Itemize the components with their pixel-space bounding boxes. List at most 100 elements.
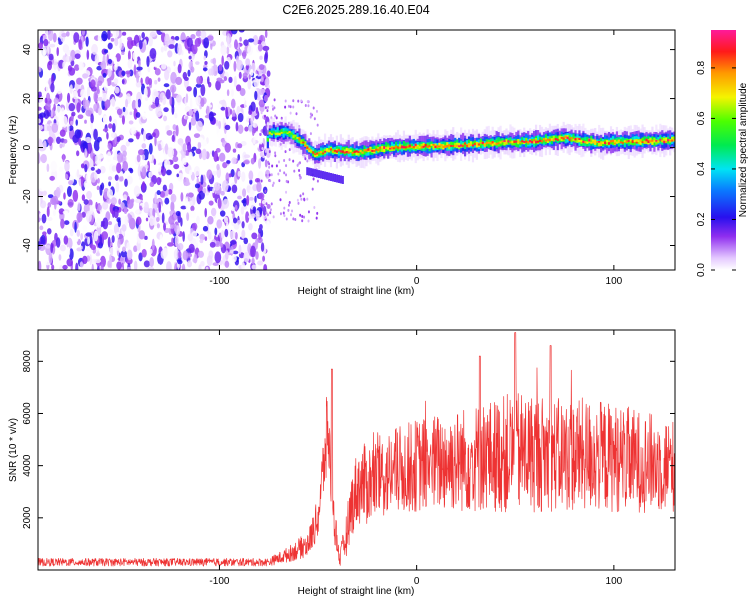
ridge-cell [434, 145, 437, 149]
noise-blob [81, 194, 86, 202]
noise-blob [225, 106, 229, 118]
noise-blob [307, 104, 310, 108]
noise-blob [247, 44, 254, 56]
noise-blob [111, 165, 118, 172]
noise-blob [168, 44, 175, 49]
spectrogram-y-ticks: -40 -20 0 20 40 [22, 44, 675, 253]
ridge-cell [323, 150, 327, 153]
noise-blob [74, 53, 81, 60]
noise-blob [195, 110, 200, 122]
noise-blob [160, 46, 164, 53]
noise-blob [250, 101, 256, 112]
noise-blob [226, 46, 230, 55]
noise-blob [196, 120, 203, 132]
noise-blob [62, 153, 65, 163]
noise-blob [270, 202, 273, 206]
ridge-cell [469, 144, 473, 147]
ridge-cell [540, 140, 544, 143]
noise-blob [56, 237, 61, 248]
noise-blob [156, 190, 161, 196]
noise-blob [175, 94, 182, 103]
noise-blob [227, 186, 231, 192]
ridge-cell [657, 140, 660, 143]
noise-blob [126, 266, 132, 270]
ridge-cell [430, 143, 433, 146]
ridge-cell [471, 141, 475, 147]
noise-blob [280, 116, 283, 120]
ridge-cell [546, 138, 550, 141]
noise-blob [115, 181, 120, 193]
noise-blob [38, 118, 41, 124]
noise-blob [47, 136, 54, 144]
noise-blob [241, 262, 246, 270]
colorbar: 0.0 0.2 0.4 0.6 0.8 Normalized spectral ampl… [696, 30, 749, 277]
noise-blob [243, 237, 249, 245]
noise-blob [207, 231, 212, 240]
ridge-cell [341, 175, 344, 184]
noise-blob [129, 111, 133, 116]
noise-blob [244, 93, 249, 102]
ridge-cell [592, 141, 595, 144]
ridge-cell [428, 144, 431, 148]
ridge-cell [548, 138, 551, 142]
ridge-cell [590, 142, 593, 144]
noise-blob [248, 170, 254, 181]
noise-blob [182, 250, 189, 261]
noise-blob [89, 158, 94, 168]
noise-blob [141, 154, 146, 161]
noise-blob [273, 98, 276, 102]
noise-blob [141, 166, 147, 177]
noise-blob [223, 76, 228, 82]
noise-blob [133, 260, 138, 270]
noise-blob [272, 107, 275, 111]
noise-blob [48, 60, 53, 66]
ridge-cell [432, 144, 435, 150]
noise-blob [156, 263, 161, 270]
noise-blob [292, 159, 295, 163]
noise-blob [112, 122, 116, 133]
noise-blob [85, 232, 93, 237]
noise-blob [157, 112, 163, 116]
noise-blob [85, 210, 92, 223]
noise-blob [229, 230, 236, 239]
noise-blob [138, 39, 143, 50]
noise-blob [230, 98, 236, 109]
noise-blob [49, 43, 56, 48]
noise-blob [192, 112, 196, 119]
noise-blob [211, 65, 214, 77]
noise-blob [164, 143, 169, 155]
ridge-cell [663, 137, 666, 142]
ridge-cell [536, 140, 540, 143]
ridge-cell [568, 138, 571, 141]
noise-blob [56, 88, 63, 94]
noise-blob [218, 120, 222, 130]
noise-blob [299, 194, 302, 198]
ridge-cell [515, 140, 518, 143]
ridge-cell [513, 140, 516, 144]
noise-blob [115, 232, 120, 239]
noise-blob [241, 221, 245, 229]
noise-blob [233, 75, 237, 88]
noise-blob [107, 229, 115, 236]
ridge-cell [462, 145, 465, 147]
noise-blob [234, 204, 238, 211]
noise-blob [62, 44, 70, 53]
ridge-cell [669, 139, 672, 142]
noise-blob [226, 160, 231, 164]
ridge-cell [596, 141, 599, 143]
noise-blob [204, 61, 208, 65]
noise-blob [95, 252, 101, 257]
noise-blob [146, 46, 149, 52]
noise-blob [237, 143, 243, 149]
noise-blob [120, 250, 127, 258]
noise-blob [258, 99, 266, 108]
ridge-cell [418, 146, 421, 149]
noise-blob [81, 30, 86, 36]
ridge-cell [444, 145, 447, 149]
noise-blob [265, 202, 268, 206]
noise-blob [245, 58, 251, 66]
ridge-cell [333, 149, 337, 155]
noise-blob [214, 251, 222, 264]
noise-blob [242, 72, 248, 79]
